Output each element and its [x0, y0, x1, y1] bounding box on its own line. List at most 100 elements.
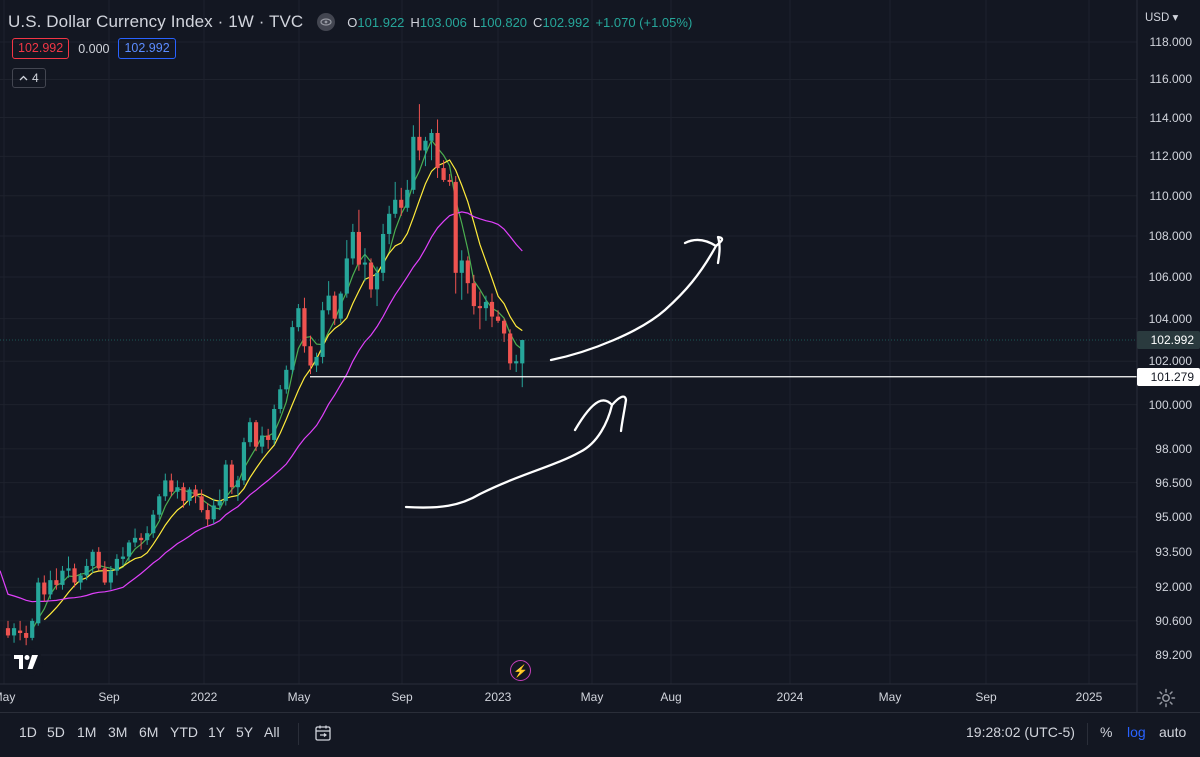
eye-icon[interactable] — [317, 13, 336, 31]
calendar-range-icon[interactable] — [314, 724, 332, 742]
candle — [169, 473, 174, 497]
candle — [66, 556, 71, 578]
symbol-title[interactable]: U.S. Dollar Currency Index · 1W · TVC — [8, 12, 304, 31]
arrow-upper — [549, 235, 724, 362]
time-axis-label: May — [0, 690, 16, 704]
indicator-value-blue[interactable]: 102.992 — [118, 38, 176, 59]
bottom-toolbar: 1D 5D 1M 3M 6M YTD 1Y 5Y All 19:28:02 (UTC-5) % … — [0, 712, 1200, 757]
range-button-5y[interactable]: 5Y — [236, 724, 254, 740]
candle-body — [132, 537, 138, 543]
log-toggle[interactable]: log — [1127, 724, 1146, 740]
percent-toggle[interactable]: % — [1100, 724, 1113, 740]
gear-icon[interactable] — [1156, 688, 1176, 708]
candle — [11, 623, 17, 643]
time-axis-label: 2025 — [1075, 690, 1103, 704]
candle — [72, 563, 77, 588]
candle-body — [181, 487, 186, 501]
moving-average-line — [31, 139, 523, 631]
candle — [465, 256, 470, 294]
candle — [514, 354, 519, 372]
candle — [393, 181, 398, 218]
candle — [411, 125, 416, 194]
candle-body — [30, 620, 35, 638]
candle-body — [399, 199, 404, 208]
range-button-1m[interactable]: 1M — [77, 724, 97, 740]
candle — [326, 281, 331, 315]
range-button-ytd[interactable]: YTD — [170, 724, 198, 740]
candle-body — [393, 199, 398, 214]
price-change: +1.070 (+1.05%) — [595, 14, 693, 30]
range-button-all[interactable]: All — [264, 724, 280, 740]
price-axis-label: 110.000 — [1149, 188, 1193, 203]
ohlc-high: H103.006 — [410, 14, 467, 30]
indicators-collapse-button[interactable]: 4 — [12, 68, 46, 88]
candle-body — [502, 320, 507, 334]
candle — [193, 484, 198, 504]
candle — [399, 187, 404, 216]
moving-average-line — [0, 211, 523, 603]
time-axis-label: 2024 — [776, 690, 804, 704]
candle-body — [217, 500, 222, 506]
auto-toggle[interactable]: auto — [1159, 724, 1187, 740]
candle-body — [211, 505, 216, 520]
candle — [447, 174, 452, 186]
candle-body — [175, 487, 180, 492]
range-button-1d[interactable]: 1D — [19, 724, 37, 740]
candle — [253, 420, 259, 452]
candle-body — [514, 361, 519, 364]
candle — [96, 547, 101, 571]
candle-body — [356, 231, 361, 265]
moving-averages — [0, 139, 523, 631]
candle — [30, 618, 35, 641]
range-button-6m[interactable]: 6M — [139, 724, 159, 740]
candle-body — [483, 301, 489, 309]
candle — [217, 489, 222, 511]
candle — [405, 179, 410, 212]
candle-body — [471, 283, 476, 307]
last-price-tag: 102.992 — [1137, 331, 1200, 350]
price-axis-label: 108.000 — [1148, 229, 1192, 243]
ohlc-open: O101.922 — [347, 14, 405, 30]
price-axis-label: 118.000 — [1149, 35, 1193, 49]
range-button-1y[interactable]: 1Y — [208, 724, 226, 740]
clock[interactable]: 19:28:02 (UTC-5) — [966, 724, 1075, 740]
candle-body — [247, 422, 253, 443]
candle — [502, 318, 507, 342]
legend: U.S. Dollar Currency Index · 1W · TVC O1… — [8, 12, 692, 32]
candle — [489, 293, 495, 328]
candle — [429, 129, 434, 161]
tradingview-logo-icon[interactable] — [9, 648, 43, 676]
plot-area[interactable] — [0, 0, 1200, 712]
candle — [175, 480, 180, 499]
candle-body — [296, 308, 301, 328]
candle-body — [374, 272, 380, 290]
candle-body — [253, 422, 259, 447]
grid-lines — [0, 0, 1137, 684]
candle — [108, 565, 113, 590]
candle-body — [368, 262, 374, 290]
horizontal-lines — [0, 339, 1137, 378]
lightning-icon[interactable]: ⚡ — [510, 660, 531, 681]
axis-separators — [0, 0, 1138, 712]
candle-body — [163, 480, 168, 497]
currency-label[interactable]: USD ▾ — [1145, 12, 1179, 24]
candle — [90, 549, 95, 574]
candle-body — [42, 582, 47, 595]
range-button-5d[interactable]: 5D — [47, 724, 65, 740]
candle — [163, 473, 168, 501]
candle — [459, 250, 464, 300]
candle-body — [495, 316, 501, 321]
indicator-value-red[interactable]: 102.992 — [12, 38, 70, 59]
candle — [139, 533, 144, 550]
range-button-3m[interactable]: 3M — [108, 724, 128, 740]
candle-body — [199, 496, 204, 511]
candle-body — [229, 464, 234, 488]
candle-body — [54, 580, 59, 585]
candle-body — [314, 356, 319, 366]
candle — [211, 498, 216, 524]
candle — [102, 561, 107, 585]
candle-body — [350, 231, 355, 259]
candle-body — [120, 556, 126, 559]
candle — [60, 565, 65, 590]
